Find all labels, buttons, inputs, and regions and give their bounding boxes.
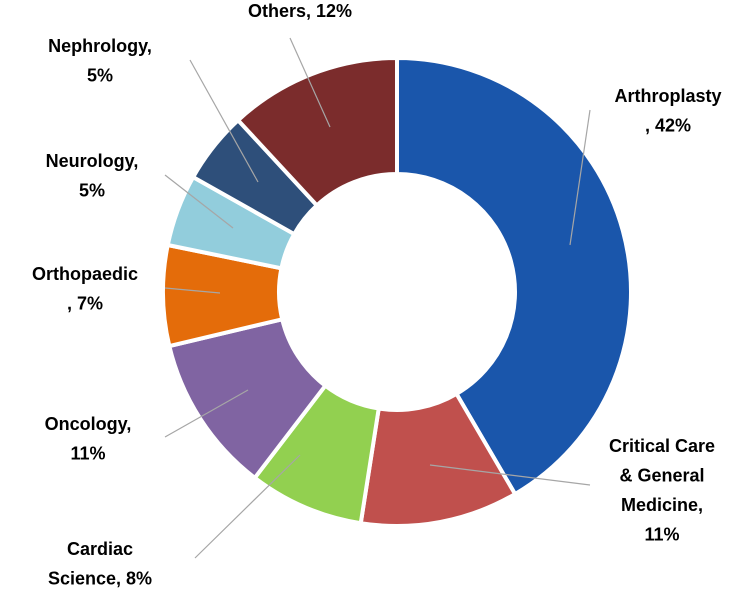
leader-line bbox=[429, 464, 591, 486]
leader-line bbox=[164, 389, 249, 438]
donut-slice bbox=[395, 55, 633, 497]
data-label: 5% bbox=[87, 65, 113, 85]
data-label: Medicine, bbox=[621, 495, 703, 515]
data-label: , 42% bbox=[645, 115, 691, 135]
leader-line bbox=[194, 454, 301, 559]
data-label: Oncology, bbox=[45, 414, 132, 434]
leader-line bbox=[164, 287, 221, 294]
data-label: Arthroplasty bbox=[614, 86, 721, 106]
leader-line bbox=[289, 37, 331, 128]
data-label: Neurology, bbox=[46, 151, 139, 171]
data-label: Others, 12% bbox=[248, 1, 352, 21]
leader-line bbox=[164, 174, 234, 229]
data-label: Nephrology, bbox=[48, 36, 152, 56]
data-label: Critical Care bbox=[609, 436, 715, 456]
data-label: , 7% bbox=[67, 293, 103, 313]
data-label: 5% bbox=[79, 180, 105, 200]
leader-line bbox=[189, 59, 259, 183]
data-label: & General bbox=[619, 465, 704, 485]
leader-line bbox=[569, 109, 591, 246]
data-label: Science, 8% bbox=[48, 568, 152, 588]
data-label: 11% bbox=[644, 524, 679, 544]
donut-slice bbox=[235, 55, 399, 209]
data-label: Orthopaedic bbox=[32, 264, 138, 284]
data-label: 11% bbox=[70, 443, 105, 463]
data-label: Cardiac bbox=[67, 539, 133, 559]
